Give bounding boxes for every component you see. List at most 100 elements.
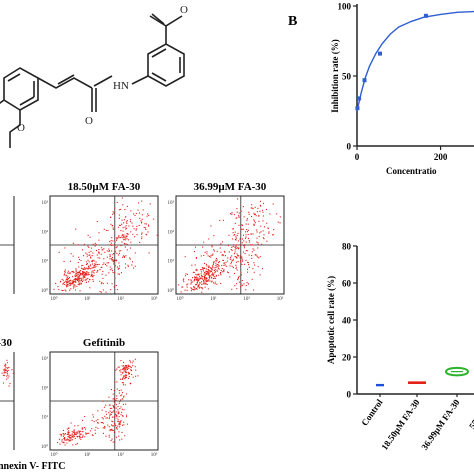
event-dot <box>112 398 114 400</box>
event-dot <box>97 422 99 424</box>
event-dot <box>231 246 233 248</box>
event-dot <box>202 268 204 270</box>
event-dot <box>74 284 76 286</box>
event-dot <box>122 227 124 229</box>
event-dot <box>130 219 132 221</box>
event-dot <box>67 436 69 438</box>
flow-panel-title-2: -30 <box>0 337 12 349</box>
event-dot <box>191 281 193 283</box>
event-dot <box>89 254 91 256</box>
event-dot <box>75 432 77 434</box>
event-dot <box>102 277 104 279</box>
event-dot <box>5 364 7 366</box>
event-dot <box>86 267 88 269</box>
event-dot <box>119 420 121 422</box>
event-dot <box>126 238 128 240</box>
event-dot <box>122 384 124 386</box>
event-dot <box>240 260 242 262</box>
event-dot <box>246 218 248 220</box>
event-dot <box>127 244 129 246</box>
event-dot <box>184 275 186 277</box>
event-dot <box>63 429 65 431</box>
event-dot <box>118 252 120 254</box>
event-dot <box>248 213 250 215</box>
event-dot <box>206 272 208 274</box>
event-dot <box>232 258 234 260</box>
event-dot <box>86 263 88 265</box>
event-dot <box>6 375 8 377</box>
event-dot <box>193 251 195 253</box>
event-dot <box>62 442 64 444</box>
event-dot <box>101 421 103 423</box>
event-dot <box>258 257 260 259</box>
event-dot <box>108 436 110 438</box>
x-tick-label: 10⁰ <box>50 296 57 302</box>
event-dot <box>132 360 134 362</box>
event-dot <box>125 267 127 269</box>
event-dot <box>7 372 9 374</box>
event-dot <box>85 428 87 430</box>
event-dot <box>263 226 265 228</box>
event-dot <box>115 413 117 415</box>
event-dot <box>234 251 236 253</box>
flow-panel-cut-left <box>0 352 15 450</box>
event-dot <box>194 289 196 291</box>
event-dot <box>66 277 68 279</box>
event-dot <box>78 272 80 274</box>
oxygen-atom-methoxy: O <box>17 122 25 134</box>
event-dot <box>68 437 70 439</box>
event-dot <box>61 440 63 442</box>
event-dot <box>84 279 86 281</box>
event-dot <box>67 281 69 283</box>
event-dot <box>236 257 238 259</box>
event-dot <box>195 277 197 279</box>
event-dot <box>115 427 117 429</box>
event-dot <box>242 228 244 230</box>
panel-b-letter: B <box>288 14 297 29</box>
event-dot <box>190 287 192 289</box>
event-dot <box>205 274 207 276</box>
event-dot <box>67 431 69 433</box>
event-dot <box>112 411 114 413</box>
event-dot <box>246 250 248 252</box>
event-dot <box>118 422 120 424</box>
event-dot <box>118 235 120 237</box>
event-dot <box>208 279 210 281</box>
event-dot <box>147 231 149 233</box>
event-dot <box>211 267 213 269</box>
event-dot <box>218 265 220 267</box>
event-dot <box>118 423 120 425</box>
event-dot <box>75 434 77 436</box>
event-dot <box>78 281 80 283</box>
event-dot <box>70 438 72 440</box>
event-dot <box>78 436 80 438</box>
event-dot <box>208 273 210 275</box>
event-dot <box>83 267 85 269</box>
event-dot <box>132 365 134 367</box>
event-dot <box>141 214 143 216</box>
event-dot <box>128 367 130 369</box>
event-dot <box>261 243 263 245</box>
event-dot <box>114 381 116 383</box>
event-dot <box>238 281 240 283</box>
event-dot <box>212 273 214 275</box>
event-dot <box>268 232 270 234</box>
event-dot <box>195 277 197 279</box>
event-dot <box>123 367 125 369</box>
event-dot <box>227 271 229 273</box>
event-dot <box>69 435 71 437</box>
event-dot <box>71 271 73 273</box>
event-dot <box>91 260 93 262</box>
event-dot <box>55 282 57 284</box>
event-dot <box>141 232 143 234</box>
event-dot <box>256 255 258 257</box>
event-dot <box>210 270 212 272</box>
event-dot <box>12 372 14 374</box>
flow-panel-cut-left <box>0 196 15 294</box>
event-dot <box>64 289 66 291</box>
event-dot <box>85 274 87 276</box>
event-dot <box>115 369 117 371</box>
event-dot <box>221 268 223 270</box>
event-dot <box>85 279 87 281</box>
event-dot <box>111 424 113 426</box>
